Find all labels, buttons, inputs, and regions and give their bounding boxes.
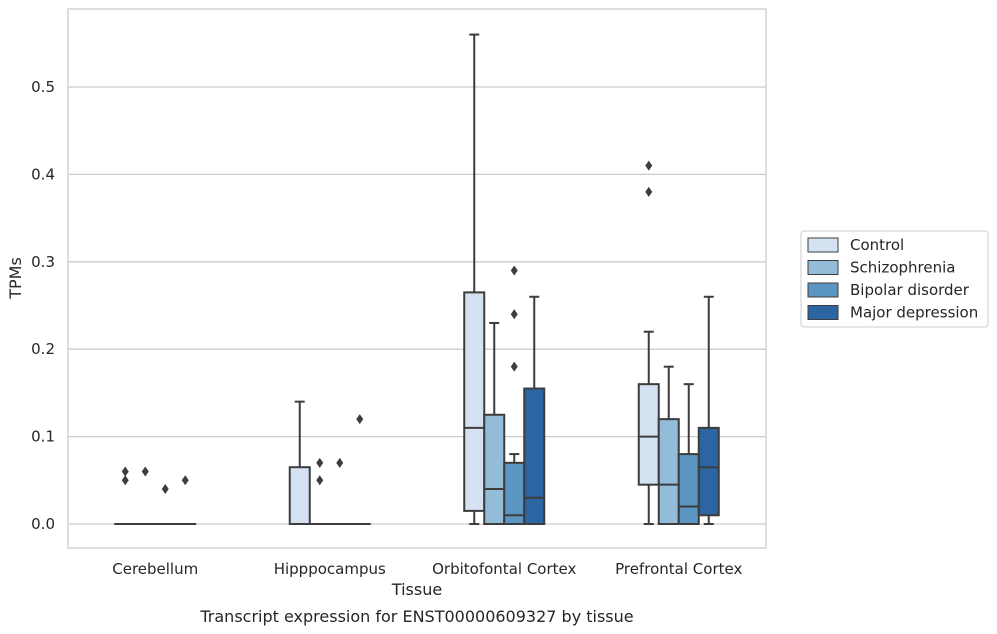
legend: Control Schizophrenia Bipolar disorder Majo… bbox=[800, 230, 989, 328]
outlier-point bbox=[141, 466, 149, 477]
box-plot bbox=[657, 365, 680, 525]
outlier-point bbox=[356, 414, 364, 425]
box-plot bbox=[637, 160, 660, 525]
legend-swatch bbox=[807, 260, 839, 275]
box-iqr bbox=[697, 426, 720, 517]
outlier-point bbox=[645, 186, 653, 197]
box-iqr bbox=[483, 413, 506, 525]
chart-caption: Transcript expression for ENST0000060932… bbox=[199, 607, 633, 626]
box-plot bbox=[308, 457, 331, 526]
x-tick-label: Prefrontal Cortex bbox=[615, 560, 742, 578]
box-plot bbox=[523, 295, 546, 525]
x-axis-label: Tissue bbox=[391, 580, 442, 599]
box-iqr bbox=[288, 466, 311, 526]
y-tick-label: 0.2 bbox=[31, 340, 55, 358]
y-axis-label: TPMs bbox=[6, 257, 25, 300]
outlier-point bbox=[645, 160, 653, 171]
x-tick-label: Hipppocampus bbox=[274, 560, 386, 578]
box-plot bbox=[174, 475, 197, 526]
box-plot bbox=[677, 383, 700, 525]
y-tick-label: 0.3 bbox=[31, 253, 55, 271]
y-tick-label: 0.5 bbox=[31, 78, 55, 96]
box-plot bbox=[154, 484, 177, 526]
box-plot bbox=[483, 321, 506, 525]
y-tick-labels: 0.0 0.1 0.2 0.3 0.4 0.5 bbox=[31, 78, 55, 533]
box-plot bbox=[463, 33, 486, 525]
box-iqr bbox=[523, 387, 546, 525]
legend-label: Control bbox=[850, 236, 904, 254]
outlier-point bbox=[510, 309, 518, 320]
outlier-point bbox=[510, 361, 518, 372]
box-plot bbox=[697, 295, 720, 525]
x-tick-labels: Cerebellum Hipppocampus Orbitofontal Corte… bbox=[112, 560, 742, 578]
y-tick-label: 0.4 bbox=[31, 165, 55, 183]
outlier-point bbox=[121, 466, 129, 477]
box-plot bbox=[114, 466, 137, 526]
box-iqr bbox=[463, 291, 486, 512]
outlier-point bbox=[316, 457, 324, 468]
box-plot bbox=[288, 400, 311, 526]
box-iqr bbox=[677, 453, 700, 525]
legend-label: Major depression bbox=[850, 304, 978, 322]
y-tick-label: 0.1 bbox=[31, 428, 55, 446]
legend-label: Bipolar disorder bbox=[850, 281, 970, 299]
x-tick-label: Cerebellum bbox=[112, 560, 198, 578]
box-plot bbox=[348, 414, 371, 526]
box-plot bbox=[328, 457, 351, 526]
outlier-point bbox=[121, 475, 129, 486]
plot-frame bbox=[67, 8, 767, 549]
legend-swatch bbox=[807, 282, 839, 298]
box-iqr bbox=[637, 383, 660, 486]
y-tick-label: 0.0 bbox=[31, 515, 55, 533]
legend-label: Schizophrenia bbox=[850, 259, 955, 277]
outlier-point bbox=[161, 484, 169, 495]
legend-swatch bbox=[807, 237, 839, 253]
x-tick-label: Orbitofontal Cortex bbox=[432, 560, 576, 578]
outlier-point bbox=[316, 475, 324, 486]
legend-swatch bbox=[807, 305, 839, 320]
outlier-point bbox=[510, 265, 518, 276]
box-plot-marks bbox=[114, 33, 720, 526]
outlier-point bbox=[336, 457, 344, 468]
box-plot bbox=[503, 265, 526, 526]
box-iqr bbox=[657, 418, 680, 525]
outlier-point bbox=[181, 475, 189, 486]
box-plot bbox=[134, 466, 157, 526]
legend-frame bbox=[800, 230, 989, 328]
